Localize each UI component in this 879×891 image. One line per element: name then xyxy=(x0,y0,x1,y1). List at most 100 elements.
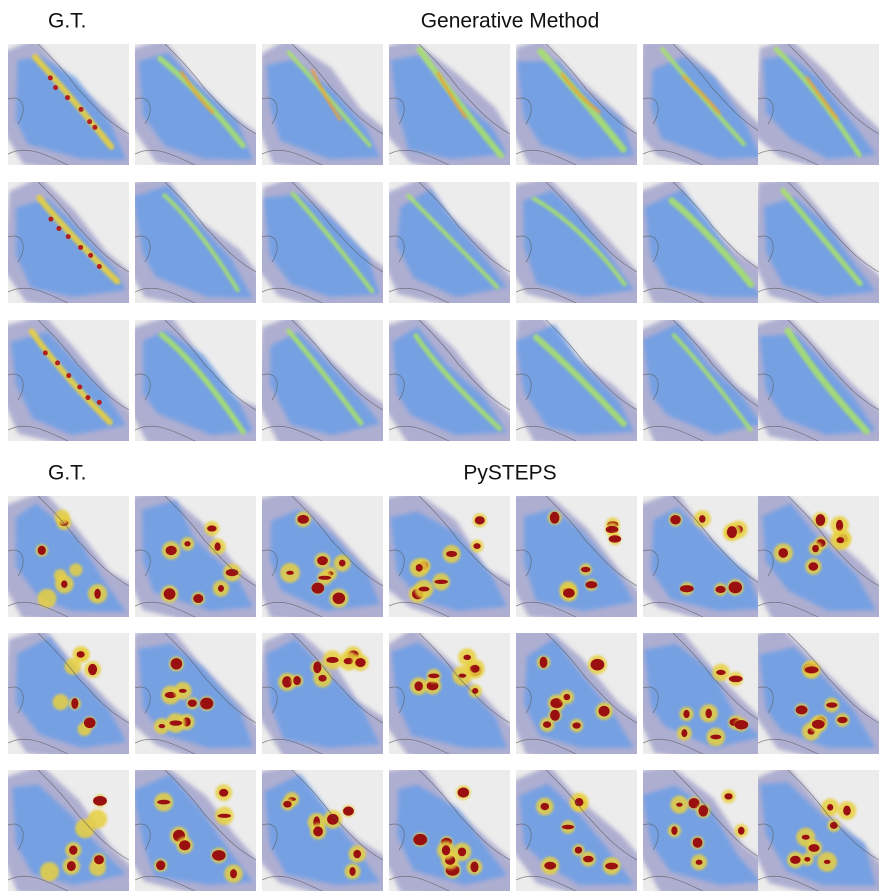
rain-cell xyxy=(230,869,237,878)
tile-content xyxy=(511,765,644,891)
rain-cell xyxy=(413,834,427,845)
rain-cell xyxy=(808,562,818,571)
rain-cell xyxy=(318,675,326,682)
rain-cell xyxy=(416,564,423,572)
rain-cell xyxy=(353,850,361,859)
rain-cell xyxy=(293,676,301,685)
tile-content xyxy=(511,177,644,310)
rain-cell xyxy=(446,551,457,557)
rain-cell xyxy=(599,706,610,717)
map-tile xyxy=(638,39,771,172)
map-tile xyxy=(252,765,390,891)
rain-cell xyxy=(55,360,60,365)
rain-cell xyxy=(458,847,466,856)
map-tile xyxy=(634,628,771,761)
rain-cell xyxy=(827,804,833,811)
tile-content xyxy=(753,491,879,624)
tile-content xyxy=(636,765,771,891)
rain-cell xyxy=(727,526,737,538)
rain-cell xyxy=(671,826,677,835)
tile-content xyxy=(0,491,136,624)
rain-cell xyxy=(215,542,221,550)
rain-cell xyxy=(670,515,681,525)
rain-cell xyxy=(696,860,703,865)
rain-cell xyxy=(326,657,338,663)
rain-cell xyxy=(729,676,743,683)
panel-title: PySTEPS xyxy=(463,462,556,485)
tile-content xyxy=(130,315,263,448)
rain-cell xyxy=(66,373,71,378)
rain-cell xyxy=(563,588,575,597)
rain-cell xyxy=(94,589,100,599)
rain-cell xyxy=(311,583,324,594)
map-tile xyxy=(0,765,136,891)
map-tile xyxy=(511,177,644,310)
rain-cell xyxy=(48,217,53,222)
panel-title: Generative Method xyxy=(421,10,600,33)
rain-cell xyxy=(458,787,469,797)
rain-cell xyxy=(550,512,560,524)
rain-cell xyxy=(78,245,83,250)
rain-cell xyxy=(470,862,478,873)
panel-left-label: G.T. xyxy=(48,10,87,33)
rain-cell xyxy=(169,720,182,725)
map-tile xyxy=(130,315,263,448)
rain-cell xyxy=(463,655,471,660)
map-tile xyxy=(257,39,390,172)
map-tile xyxy=(257,177,390,310)
rain-cell xyxy=(729,581,743,593)
tile-content xyxy=(384,177,517,310)
tile-content xyxy=(130,765,263,891)
map-tile xyxy=(379,39,517,172)
rain-cell xyxy=(318,576,331,580)
map-tile xyxy=(637,177,771,310)
rain-cell xyxy=(543,721,551,728)
tile-content xyxy=(257,628,390,761)
map-tile xyxy=(753,628,879,761)
rain-cell xyxy=(87,119,92,124)
rain-cell xyxy=(735,720,749,730)
tile-content xyxy=(3,177,136,310)
rain-cell xyxy=(419,587,430,592)
rain-cell xyxy=(585,581,597,588)
map-tile xyxy=(3,177,136,310)
map-tile xyxy=(257,628,390,761)
map-tile xyxy=(384,177,517,310)
tile-content xyxy=(3,315,136,448)
map-tile xyxy=(130,491,263,624)
rain-cell xyxy=(575,847,582,854)
rain-cell xyxy=(43,350,48,355)
map-tile xyxy=(250,491,390,624)
tile-content xyxy=(636,491,771,624)
rain-cell xyxy=(200,698,213,710)
tile-content xyxy=(130,491,263,624)
rain-cell xyxy=(680,585,694,592)
tile-content xyxy=(379,39,517,172)
rain-cell xyxy=(349,867,355,876)
rain-cell xyxy=(88,253,93,258)
tile-content xyxy=(505,491,644,624)
tile-content xyxy=(383,765,517,891)
rain-cell xyxy=(313,826,323,836)
rain-cell xyxy=(699,515,706,523)
rain-ring xyxy=(69,563,82,576)
rain-cell xyxy=(473,543,480,549)
rain-cell xyxy=(605,863,618,870)
rain-cell xyxy=(344,658,354,664)
rain-cell xyxy=(796,705,808,714)
rain-cell xyxy=(715,586,725,593)
rain-cell xyxy=(830,822,838,829)
rain-cell xyxy=(65,95,70,100)
tile-content xyxy=(129,177,263,310)
rain-cell xyxy=(84,717,96,728)
rain-cell xyxy=(581,567,590,573)
rain-ring xyxy=(75,819,94,838)
rain-cell xyxy=(778,548,788,558)
rain-cell xyxy=(48,75,53,80)
rain-cell xyxy=(824,860,831,864)
tile-content xyxy=(506,628,644,761)
rain-cell xyxy=(207,525,217,531)
rain-cell xyxy=(179,840,190,850)
rain-cell xyxy=(683,710,689,718)
rain-cell xyxy=(808,844,819,852)
